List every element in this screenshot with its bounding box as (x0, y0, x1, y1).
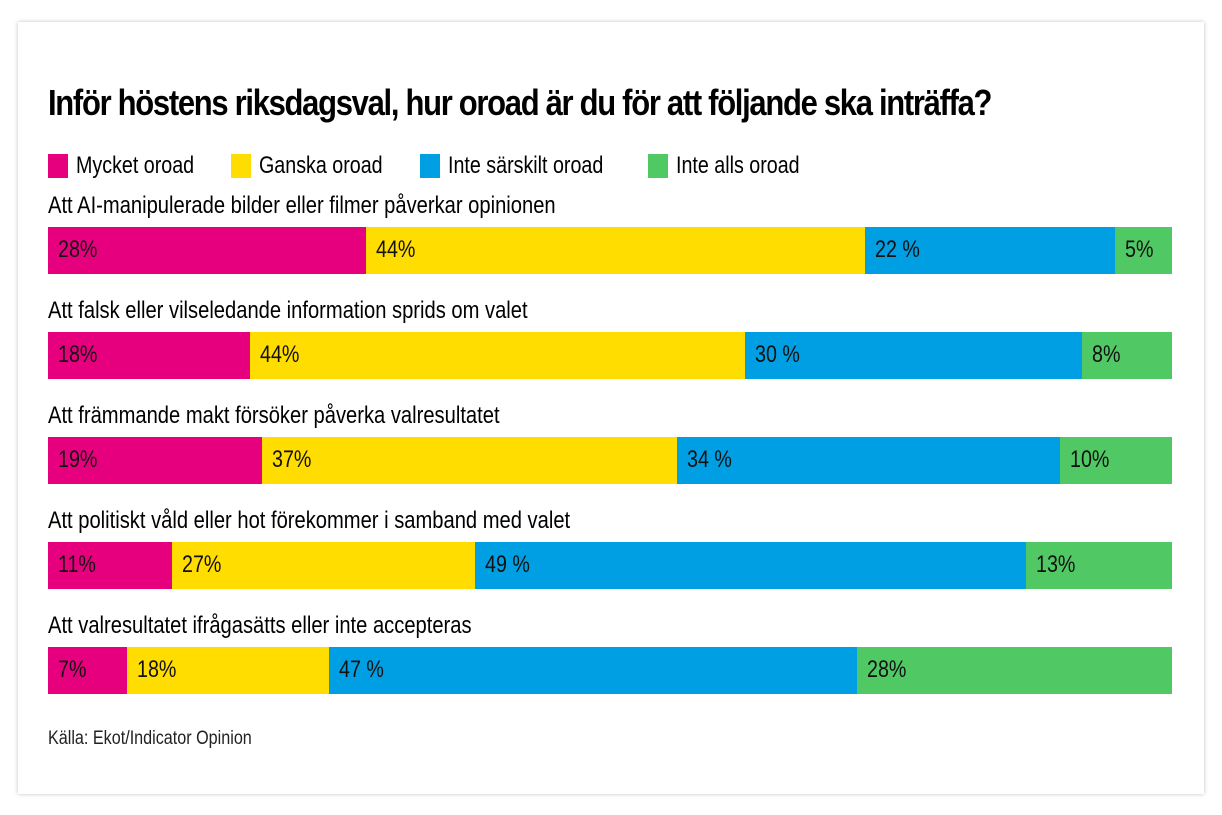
stacked-bar: 19% 37% 34 % 10% (48, 437, 1172, 484)
bar-segment: 18% (126, 647, 329, 694)
bar-segment: 7% (48, 647, 127, 694)
legend-label: Ganska oroad (258, 152, 383, 179)
data-label: 28% (58, 236, 98, 263)
bar-segment: 5% (1115, 227, 1172, 274)
bar-segment: 8% (1082, 332, 1172, 379)
bar-segment: 34 % (677, 437, 1060, 484)
chart-title: Inför höstens riksdagsval, hur oroad är … (48, 82, 992, 123)
question-label: Att främmande makt försöker påverka valr… (48, 402, 500, 429)
data-label: 7% (58, 656, 87, 683)
bar-segment: 47 % (328, 647, 858, 694)
question-label: Att politiskt våld eller hot förekommer … (48, 507, 571, 534)
question-label: Att valresultatet ifrågasätts eller inte… (48, 612, 472, 639)
bar-segment: 19% (48, 437, 262, 484)
legend-swatch (48, 154, 68, 178)
stacked-bar: 11% 27% 49 % 13% (48, 542, 1172, 589)
data-label: 10% (1069, 446, 1109, 473)
bar-segment: 13% (1025, 542, 1172, 589)
data-label: 18% (136, 656, 177, 683)
bar-segment: 30 % (744, 332, 1083, 379)
legend-swatch (419, 154, 440, 178)
legend-item-mycket-oroad: Mycket oroad (48, 152, 196, 180)
legend: Mycket oroad Ganska oroad Inte särskilt … (48, 152, 832, 182)
data-label: 27% (181, 551, 222, 578)
stacked-bar: 28% 44% 22 % 5% (48, 227, 1172, 274)
chart-card: Inför höstens riksdagsval, hur oroad är … (18, 22, 1204, 794)
data-label: 5% (1125, 236, 1154, 263)
legend-item-inte-sarskilt-oroad: Inte särskilt oroad (419, 152, 613, 180)
data-label: 18% (58, 341, 98, 368)
legend-item-ganska-oroad: Ganska oroad (230, 152, 386, 180)
legend-label: Mycket oroad (76, 152, 195, 179)
data-label: 44% (375, 236, 416, 263)
data-label: 28% (867, 656, 907, 683)
bar-segment: 11% (48, 542, 172, 589)
legend-swatch (230, 154, 251, 178)
bar-segment: 27% (171, 542, 476, 589)
bar-segment: 28% (48, 227, 366, 274)
bar-segment: 44% (250, 332, 745, 379)
data-label: 8% (1092, 341, 1121, 368)
data-label: 49 % (485, 551, 530, 578)
source-note: Källa: Ekot/Indicator Opinion (48, 728, 252, 749)
data-label: 30 % (754, 341, 800, 368)
bar-segment: 37% (261, 437, 678, 484)
legend-label: Inte alls oroad (675, 152, 800, 179)
bar-segment: 18% (48, 332, 251, 379)
stacked-bar: 7% 18% 47 % 28% (48, 647, 1172, 694)
bar-segment: 49 % (475, 542, 1026, 589)
question-label: Att falsk eller vilseledande information… (48, 297, 528, 324)
data-label: 11% (58, 551, 96, 578)
legend-label: Inte särskilt oroad (447, 152, 604, 179)
data-label: 19% (58, 446, 98, 473)
data-label: 13% (1035, 551, 1076, 578)
data-label: 34 % (687, 446, 733, 473)
data-label: 44% (260, 341, 300, 368)
stacked-bar: 18% 44% 30 % 8% (48, 332, 1172, 379)
data-label: 37% (271, 446, 311, 473)
bar-segment: 28% (857, 647, 1172, 694)
bar-segment: 44% (365, 227, 866, 274)
data-label: 22 % (875, 236, 921, 263)
question-label: Att AI-manipulerade bilder eller filmer … (48, 192, 556, 219)
legend-swatch (647, 154, 668, 178)
bar-segment: 10% (1059, 437, 1172, 484)
bar-segment: 22 % (865, 227, 1116, 274)
data-label: 47 % (338, 656, 384, 683)
legend-item-inte-alls-oroad: Inte alls oroad (647, 152, 803, 180)
